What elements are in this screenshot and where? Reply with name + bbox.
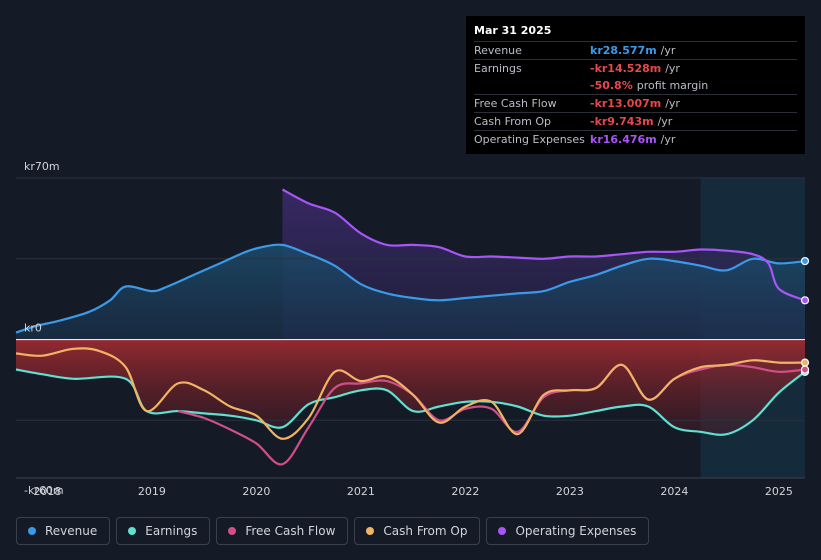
legend-item-earnings[interactable]: Earnings: [116, 517, 211, 545]
legend-label: Free Cash Flow: [245, 524, 336, 538]
tooltip-date: Mar 31 2025: [474, 24, 552, 37]
tooltip-label: Revenue: [474, 44, 522, 57]
legend-dot-icon: [128, 527, 137, 535]
end-point-free-cash-flow: [800, 365, 810, 374]
tooltip-unit: /yr: [657, 115, 673, 128]
tooltip-unit: /yr: [660, 133, 676, 146]
x-tick-label: 2023: [556, 485, 584, 498]
legend-label: Revenue: [45, 524, 98, 538]
tooltip-unit: profit margin: [636, 79, 709, 92]
x-tick-label: 2022: [451, 485, 479, 498]
legend-item-cash-from-op[interactable]: Cash From Op: [354, 517, 481, 545]
y-tick-label: kr70m: [24, 160, 60, 173]
tooltip-row: Revenue kr28.577m/yr: [474, 41, 797, 59]
tooltip-value: -kr13.007m: [590, 97, 662, 110]
y-tick-label: -kr60m: [24, 484, 64, 497]
legend-item-free-cash-flow[interactable]: Free Cash Flow: [216, 517, 349, 545]
legend-dot-icon: [498, 527, 507, 535]
tooltip: Mar 31 2025 Revenue kr28.577m/yr Earnings -…: [466, 16, 805, 154]
legend-label: Cash From Op: [383, 524, 468, 538]
tooltip-label: Cash From Op: [474, 115, 552, 128]
tooltip-unit: /yr: [665, 97, 680, 110]
series-line-operating-expenses: [281, 188, 806, 302]
tooltip-row: Free Cash Flow -kr13.007m/yr: [474, 94, 797, 112]
series-line-cash-from-op: [15, 347, 806, 440]
x-tick-label: 2018: [33, 485, 61, 498]
legend-item-operating-expenses[interactable]: Operating Expenses: [486, 517, 650, 545]
tooltip-row: Cash From Op -kr9.743m/yr: [474, 112, 797, 130]
tooltip-row: Operating Expenses kr16.476m/yr: [474, 130, 797, 148]
x-tick-label: 2025: [765, 485, 793, 498]
x-tick-label: 2020: [242, 485, 270, 498]
revenue-area: [16, 244, 805, 340]
end-point-operating-expenses: [800, 296, 810, 305]
legend-label: Operating Expenses: [515, 524, 637, 538]
x-tick-label: 2021: [347, 485, 375, 498]
tooltip-label: [474, 77, 590, 94]
tooltip-label: Free Cash Flow: [474, 97, 557, 110]
legend-dot-icon: [366, 527, 375, 535]
earnings-area: [16, 339, 805, 435]
legend-item-revenue[interactable]: Revenue: [16, 517, 111, 545]
tooltip-row: Earnings -kr14.528m/yr: [474, 59, 797, 77]
end-point-cash-from-op: [800, 358, 810, 367]
legend-dot-icon: [28, 527, 36, 535]
tooltip-value: kr28.577m: [590, 44, 657, 57]
end-point-revenue: [800, 256, 810, 266]
tooltip-label: Earnings: [474, 62, 522, 75]
tooltip-value: -50.8%: [590, 79, 633, 92]
tooltip-unit: /yr: [665, 62, 680, 75]
legend-label: Earnings: [145, 524, 198, 538]
tooltip-label: Operating Expenses: [474, 133, 585, 146]
legend-dot-icon: [228, 527, 237, 535]
legend: Revenue Earnings Free Cash Flow Cash From O…: [16, 517, 650, 545]
series-line-free-cash-flow: [177, 363, 806, 466]
tooltip-value: -kr9.743m: [590, 115, 654, 128]
tooltip-row: -50.8% profit margin: [474, 77, 797, 94]
tooltip-unit: /yr: [660, 44, 676, 57]
tooltip-value: kr16.476m: [590, 133, 657, 146]
series-line-revenue: [15, 243, 806, 334]
x-tick-label: 2019: [138, 485, 166, 498]
x-tick-label: 2024: [660, 485, 688, 498]
tooltip-value: -kr14.528m: [590, 62, 662, 75]
y-tick-label: kr0: [24, 322, 42, 335]
